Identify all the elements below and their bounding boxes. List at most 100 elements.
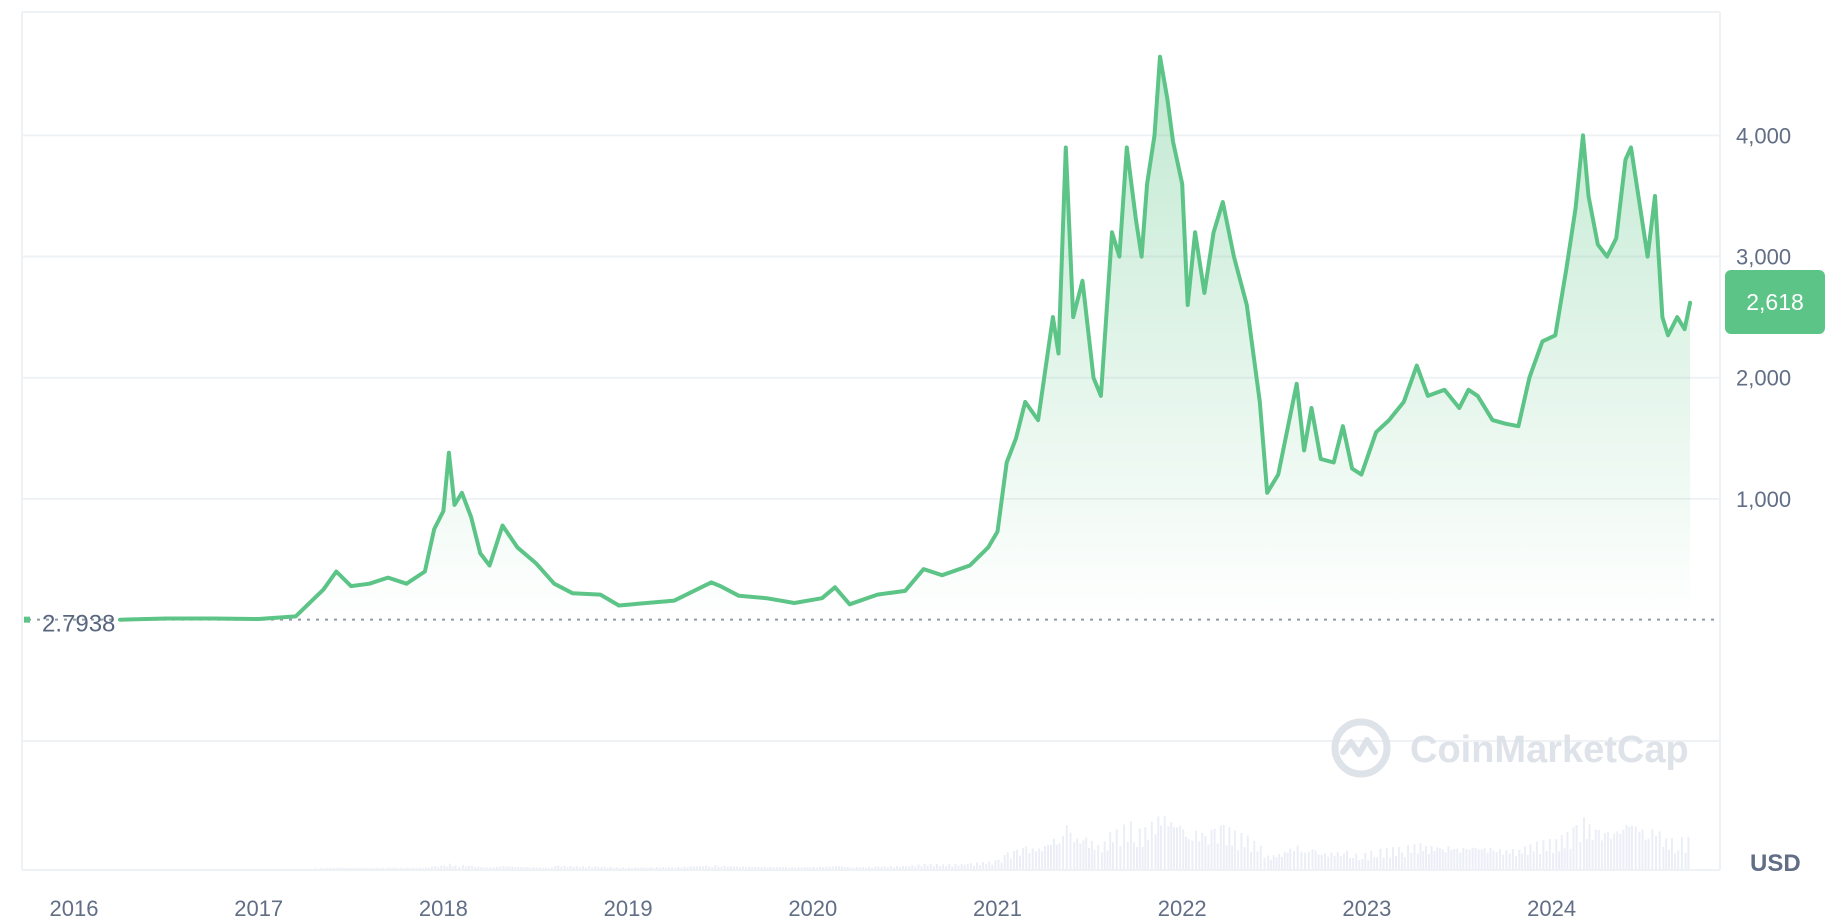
- volume-bar: [689, 866, 692, 869]
- volume-bar: [1278, 853, 1281, 869]
- volume-bar: [415, 868, 418, 869]
- volume-bar: [926, 865, 929, 869]
- volume-bar: [1486, 852, 1489, 869]
- volume-bar: [1441, 849, 1444, 869]
- volume-bar: [1575, 825, 1578, 869]
- volume-bar: [1055, 844, 1058, 869]
- volume-bar: [597, 867, 600, 869]
- volume-bar: [1613, 833, 1616, 869]
- volume-bar: [831, 866, 834, 869]
- volume-bar: [757, 866, 760, 869]
- volume-bar: [434, 866, 437, 869]
- volume-bar: [1397, 847, 1400, 869]
- volume-bar: [1201, 832, 1204, 869]
- volume-bar: [1296, 845, 1299, 869]
- volume-bar: [1324, 853, 1326, 869]
- current-price-value: 2,618: [1746, 289, 1804, 315]
- volume-bar: [782, 867, 784, 869]
- volume-bar: [1147, 840, 1150, 869]
- volume-bar: [431, 866, 434, 869]
- volume-bar: [671, 867, 674, 869]
- volume-bar: [1144, 827, 1147, 869]
- volume-bar: [1447, 846, 1450, 869]
- volume-bar: [615, 867, 618, 869]
- volume-bar: [1222, 825, 1225, 869]
- volume-bar: [1358, 860, 1361, 869]
- volume-bar: [1634, 826, 1637, 869]
- volume-bar: [763, 866, 766, 869]
- volume-bar: [948, 864, 951, 869]
- volume-bar: [397, 868, 400, 869]
- volume-bar: [1327, 856, 1330, 869]
- volume-bar: [785, 867, 788, 869]
- volume-bar: [1631, 825, 1633, 869]
- volume-bar: [1427, 854, 1430, 869]
- volume-bar: [360, 868, 363, 869]
- volume-bar: [1028, 853, 1031, 869]
- current-price-badge-bg: [1725, 270, 1825, 334]
- volume-bar: [914, 866, 917, 869]
- volume-bar: [1521, 853, 1524, 869]
- volume-bar: [428, 867, 430, 869]
- volume-bar: [1009, 858, 1012, 869]
- volume-bar: [1625, 825, 1628, 869]
- volume-bar: [695, 866, 698, 869]
- volume-bar: [1031, 848, 1034, 869]
- volume-bar: [640, 867, 643, 869]
- volume-bar: [1477, 849, 1480, 869]
- volume-bar: [1112, 842, 1114, 869]
- volume-bar: [1651, 829, 1654, 869]
- volume-bar: [336, 867, 339, 869]
- volume-bar: [391, 868, 394, 869]
- volume-bar: [363, 867, 366, 869]
- volume-bar: [1076, 838, 1079, 869]
- y-tick-label: 4,000: [1736, 123, 1791, 148]
- volume-bar: [1019, 855, 1021, 869]
- volume-bar: [1167, 826, 1170, 869]
- volume-bar: [1025, 846, 1028, 869]
- price-area-fill: [120, 56, 1691, 620]
- volume-bar: [1300, 851, 1303, 869]
- volume-bar: [529, 867, 532, 869]
- volume-bar: [1038, 848, 1041, 869]
- x-tick-label: 2022: [1158, 896, 1207, 921]
- volume-bar: [603, 866, 606, 869]
- volume-bar: [791, 867, 794, 869]
- volume-bar: [508, 866, 511, 869]
- volume-bar: [1231, 845, 1234, 869]
- volume-bar: [742, 866, 744, 869]
- volume-bar: [489, 867, 492, 869]
- volume-bar: [1523, 846, 1526, 869]
- x-tick-label: 2016: [50, 896, 99, 921]
- volume-bar: [1585, 839, 1588, 869]
- volume-bar: [1684, 852, 1687, 869]
- volume-bar: [1474, 847, 1477, 869]
- volume-bar: [1339, 856, 1342, 869]
- volume-bar: [1228, 827, 1231, 869]
- volume-bar: [1349, 858, 1351, 869]
- volume-bar: [354, 868, 357, 869]
- volume-bar: [954, 863, 957, 869]
- volume-bar: [1342, 853, 1345, 869]
- volume-bar: [852, 867, 855, 869]
- volume-bar: [1425, 846, 1428, 869]
- volume-bar: [1395, 855, 1397, 869]
- volume-bar: [375, 867, 378, 869]
- volume-bar: [1407, 845, 1410, 869]
- volume-bar: [581, 866, 584, 869]
- volume-bar: [557, 865, 560, 869]
- volume-bar: [1492, 850, 1495, 869]
- volume-bar: [1465, 849, 1468, 869]
- volume-bar: [1594, 829, 1597, 869]
- volume-bar: [748, 866, 751, 869]
- volume-bar: [1419, 843, 1422, 869]
- volume-bar: [865, 867, 868, 869]
- volume-bar: [474, 867, 477, 869]
- volume-bar: [1281, 856, 1283, 869]
- volume-bar: [1677, 850, 1680, 869]
- volume-bar: [1163, 816, 1166, 869]
- volume-bar: [1638, 831, 1641, 869]
- volume-bar: [920, 866, 923, 869]
- volume-bar: [1459, 852, 1462, 869]
